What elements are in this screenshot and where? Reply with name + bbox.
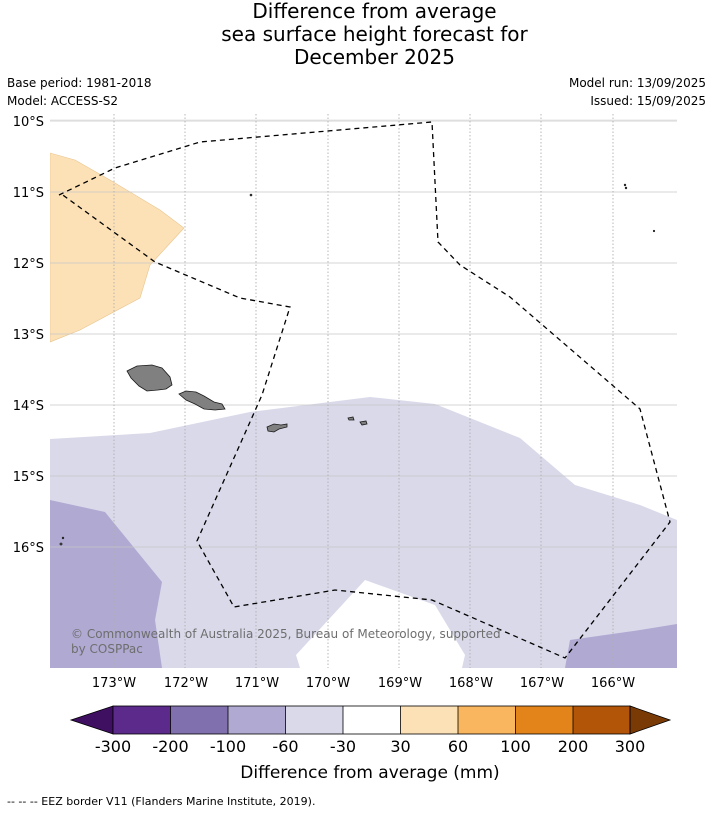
island-swains (249, 193, 253, 197)
title-line-1: Difference from average (252, 0, 497, 23)
eez-source-note: -- -- -- EEZ border V11 (Flanders Marine… (7, 795, 316, 808)
colorbar-tick-5: 30 (390, 737, 410, 756)
colorbar-tick-9: 300 (615, 737, 646, 756)
lon-label-169w: 169°W (378, 676, 422, 691)
model-name: Model: ACCESS-S2 (7, 94, 119, 108)
colorbar-tick-8: 200 (558, 737, 589, 756)
colorbar-label: Difference from average (mm) (240, 763, 499, 783)
island-tau (359, 420, 368, 426)
copyright-line-2: by COSPPac (71, 642, 143, 656)
issued-date: Issued: 15/09/2025 (590, 94, 706, 108)
lon-label-170w: 170°W (306, 676, 350, 691)
land (59, 183, 656, 546)
colorbar-tick-3: -60 (272, 737, 298, 756)
colorbar-swatch-5 (343, 706, 401, 734)
lon-labels: 173°W 172°W 171°W 170°W 169°W 168°W 167°… (92, 676, 635, 691)
island-upolu (178, 390, 226, 411)
colorbar-dividers (170, 706, 574, 734)
base-period: Base period: 1981-2018 (7, 76, 152, 90)
lat-label-13s: 13°S (13, 328, 44, 343)
lat-labels: 10°S 11°S 12°S 13°S 14°S 15°S 16°S (13, 115, 44, 556)
meridians (113, 114, 614, 668)
colorbar-swatch-7 (458, 706, 516, 734)
meta-left: Base period: 1981-2018 Model: ACCESS-S2 (7, 74, 152, 110)
colorbar-tick-6: 60 (448, 737, 468, 756)
colorbar-swatch-9 (573, 706, 630, 734)
island-north-east-3 (652, 229, 656, 233)
anomaly-region-neg60-100-se (565, 624, 677, 668)
colorbar-tick-7: 100 (500, 737, 531, 756)
lon-label-166w: 166°W (591, 676, 635, 691)
colorbar-swatch-2 (170, 706, 228, 734)
title-line-2: sea surface height forecast for (221, 22, 528, 46)
title-line-3: December 2025 (294, 45, 455, 69)
lat-label-15s: 15°S (13, 470, 44, 485)
colorbar-ticks: -300 -200 -100 -60 -30 30 60 100 200 300 (95, 737, 645, 756)
island-savaii (126, 364, 173, 392)
map-title: Difference from average sea surface heig… (0, 0, 713, 69)
lat-label-16s: 16°S (13, 541, 44, 556)
island-ofu (347, 416, 355, 421)
meta-right: Model run: 13/09/2025 Issued: 15/09/2025 (569, 74, 706, 110)
colorbar-tick-4: -30 (330, 737, 356, 756)
lat-label-14s: 14°S (13, 399, 44, 414)
colorbar-outline (112, 705, 631, 735)
colorbar: -300 -200 -100 -60 -30 30 60 100 200 300… (69, 705, 672, 783)
lon-label-167w: 167°W (520, 676, 564, 691)
lat-label-11s: 11°S (13, 186, 44, 201)
lon-label-168w: 168°W (449, 676, 493, 691)
anomaly-region-neg60-100-sw (50, 500, 162, 668)
colorbar-swatch-4 (285, 706, 343, 734)
model-run: Model run: 13/09/2025 (568, 76, 706, 90)
anomaly-region-neg30-60 (50, 397, 677, 668)
colorbar-swatch-1 (113, 706, 171, 734)
copyright-line-1: © Commonwealth of Australia 2025, Bureau… (71, 627, 501, 641)
colorbar-swatch-3 (228, 706, 286, 734)
colorbar-tick-2: -100 (210, 737, 246, 756)
colorbar-swatch-6 (400, 706, 458, 734)
gridlines (50, 120, 677, 548)
anomaly-region-pos30-60 (50, 152, 185, 343)
island-north-east-2 (624, 186, 628, 190)
lat-label-12s: 12°S (13, 257, 44, 272)
island-south-west-1 (61, 536, 65, 540)
colorbar-swatch-8 (515, 706, 573, 734)
lon-label-171w: 171°W (235, 676, 279, 691)
island-south-west-2 (59, 542, 63, 546)
island-north-east-1 (623, 183, 627, 187)
lon-label-173w: 173°W (92, 676, 136, 691)
colorbar-min-extension (69, 705, 114, 735)
eez-samoa (58, 121, 671, 659)
island-tutuila (266, 423, 288, 433)
eez-borders (58, 121, 671, 659)
copyright-notice: © Commonwealth of Australia 2025, Bureau… (71, 627, 501, 656)
lon-label-172w: 172°W (164, 676, 208, 691)
colorbar-tick-1: -200 (152, 737, 188, 756)
colorbar-max-extension (629, 705, 672, 735)
lat-label-10s: 10°S (13, 115, 44, 130)
colorbar-tick-0: -300 (95, 737, 131, 756)
